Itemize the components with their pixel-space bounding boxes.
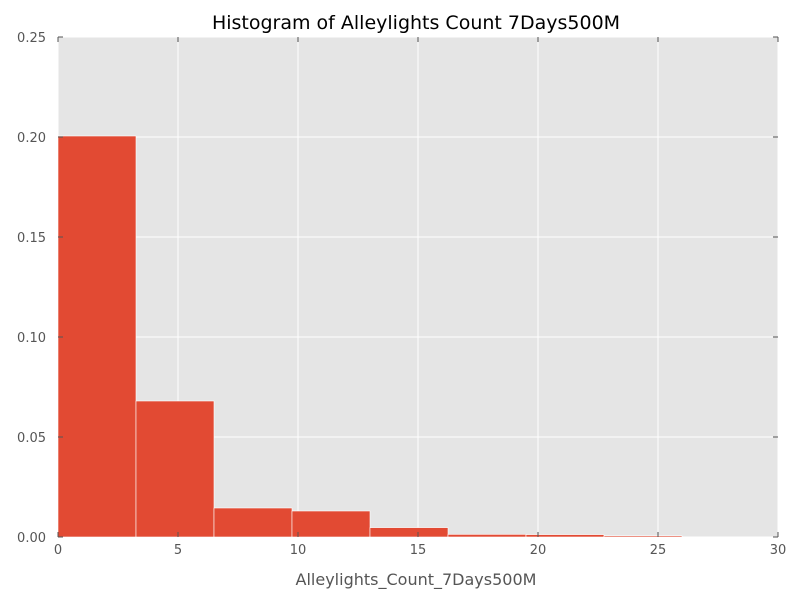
x-tick-label-2: 10 [290,543,307,558]
histogram-bar-0 [57,135,137,538]
y-tick-label-2: 0.10 [17,331,46,346]
axis-ticks [57,36,779,538]
x-tick-label-4: 20 [530,543,547,558]
y-tick-label-4: 0.20 [17,131,46,146]
x-axis-label: Alleylights_Count_7Days500M [296,570,537,590]
x-tick-labels: 0 5 10 15 20 25 30 [54,543,786,558]
histogram-bar-7 [603,535,683,538]
y-tick-label-0: 0.00 [17,531,46,546]
y-tick-label-5: 0.25 [17,31,46,46]
y-tick-label-3: 0.15 [17,231,46,246]
x-tick-label-3: 15 [410,543,427,558]
histogram-bar-5 [447,534,527,538]
y-tick-labels: 0.00 0.05 0.10 0.15 0.20 0.25 [17,31,46,546]
histogram-bar-2 [213,507,293,538]
histogram-bar-3 [291,510,371,538]
x-tick-label-1: 5 [174,543,182,558]
chart-title: Histogram of Alleylights Count 7Days500M [212,12,620,34]
x-tick-label-5: 25 [650,543,667,558]
x-tick-label-0: 0 [54,543,62,558]
x-tick-label-6: 30 [770,543,787,558]
histogram-bar-1 [135,400,215,538]
y-tick-label-1: 0.05 [17,431,46,446]
histogram-bar-4 [369,527,449,538]
bars [57,135,683,538]
